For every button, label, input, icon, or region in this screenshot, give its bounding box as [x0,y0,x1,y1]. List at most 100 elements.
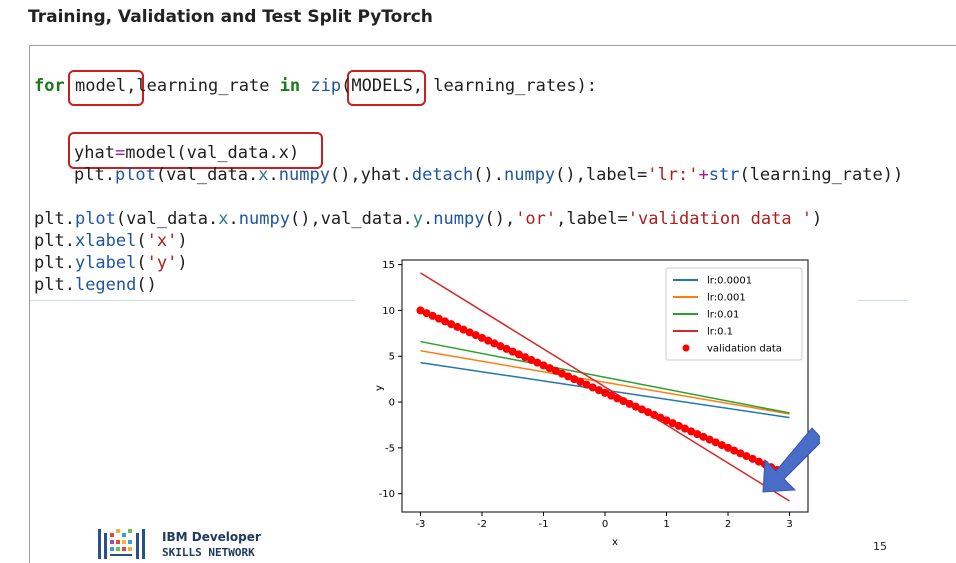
validation-data-point [680,424,689,433]
validation-data-point [699,432,708,441]
validation-data-point [754,457,763,466]
code-token-zip: zip [310,76,342,96]
logo-text-skills-network: SKILLS NETWORK [162,546,255,559]
code-token-valdata: (val_data. [155,165,259,185]
code-token-paren: ) [177,253,188,273]
series-line-4 [420,272,790,502]
code-token-learning-rate: learning_rate [136,76,280,96]
code-token-paren: ) [177,231,188,251]
x-tick-label: 2 [725,519,731,530]
code-token-in: in [279,76,301,96]
legend-swatch [682,344,690,352]
y-tick-label: -5 [385,443,395,454]
validation-data-point [465,328,474,337]
validation-data-point [717,441,726,450]
validation-data-point [521,353,530,362]
validation-data-point [582,380,591,389]
code-token-paren: ) [812,209,823,229]
validation-data-point [601,388,609,397]
validation-data-point [570,375,579,384]
validation-data-point [539,361,548,370]
arrow-annotation-icon [762,427,820,493]
validation-data-point [693,430,702,439]
cell-separator-left [30,300,355,301]
code-token-label-kw: ,label= [556,209,628,229]
validation-data-point [508,347,517,356]
x-tick-label: 3 [786,519,792,530]
code-token-x: x [218,209,229,229]
validation-data-point [527,355,536,364]
validation-data-point [656,413,665,422]
code-token-y-string: 'y' [146,253,178,273]
code-token-legend: legend [74,275,137,295]
validation-data-point [545,364,554,373]
code-token-plus: + [698,165,709,185]
code-token-dot: . [268,165,279,185]
code-token-paren: (). [473,165,504,185]
code-token-label-string: 'validation data ' [627,209,813,229]
code-token-x: x [258,165,269,185]
highlight-yhat-box [68,132,323,169]
series-line-2 [420,349,790,415]
validation-data-point [607,391,616,400]
code-token-equals: = [114,143,126,163]
validation-data-point [619,397,628,406]
legend-label: lr:0.01 [707,310,739,321]
validation-data-point [711,438,720,447]
x-tick-label: -3 [415,519,425,530]
validation-data-point [428,311,437,320]
code-token-or-string: 'or' [515,209,557,229]
code-token-paren: ( [341,76,352,96]
code-token-plt: plt. [74,165,115,185]
ibm-skills-network-logo [98,529,145,559]
validation-data-point [447,320,456,329]
code-token-label-kw: (),label= [555,165,648,185]
code-token-paren: (), [484,209,516,229]
validation-data-point [724,443,733,452]
page-number: 15 [873,540,887,553]
validation-data-point [687,427,696,436]
y-tick-label: 5 [389,352,395,363]
code-token-learning-rate: (learning_rate)) [739,165,904,185]
code-line-ylabel: plt.ylabel('y') [34,252,188,274]
validation-data-point [748,454,757,463]
y-tick-label: 0 [389,398,395,409]
code-token-detach: detach [411,165,474,185]
y-tick-label: 10 [382,306,395,317]
validation-data-point [736,449,745,458]
code-token-numpy: numpy [503,165,556,185]
y-axis-label: y [374,385,385,391]
validation-data-point [650,410,659,419]
validation-data-point [730,446,739,455]
code-token-y: y [412,209,424,229]
code-line-for-loop: for model,learning_rate in zip(MODELS, l… [34,75,597,97]
validation-data-point [668,419,677,428]
validation-data-point [625,399,634,408]
code-line-plot-model: plt.plot(val_data.x.numpy(),yhat.detach(… [74,164,903,186]
code-token-dot: . [423,209,434,229]
code-token-numpy: numpy [278,165,330,185]
validation-data-point [471,331,480,340]
validation-data-point [551,366,560,375]
code-token-plt: plt. [34,209,75,229]
validation-data-point [514,350,523,359]
validation-data-point [434,314,443,323]
code-token-lr-string: 'lr:' [647,165,699,185]
chart-legend: lr:0.0001 lr:0.001 lr:0.01 lr:0.1 validation… [665,267,803,361]
validation-data-point [644,408,653,417]
code-token-dot: . [228,209,239,229]
y-tick-label: -10 [379,489,395,500]
series-line-3 [420,340,790,414]
validation-data-point [441,317,450,326]
validation-data-point [588,383,597,392]
x-tick-label: 0 [602,519,608,530]
validation-data-point [416,306,425,315]
validation-data-point [742,452,751,461]
code-token-valdata: (val_data. [115,209,219,229]
code-token-xlabel: xlabel [74,231,137,251]
code-token-for: for [34,76,65,96]
validation-data-point [674,421,683,430]
code-token-paren: ( [136,231,147,251]
code-token-plt: plt. [34,231,75,251]
